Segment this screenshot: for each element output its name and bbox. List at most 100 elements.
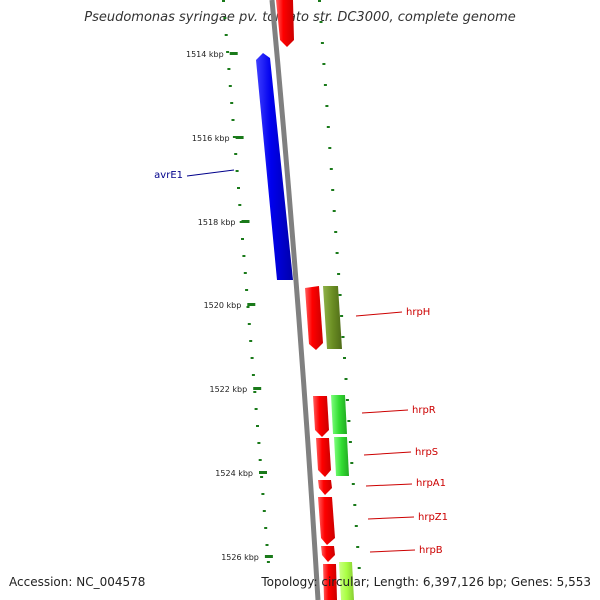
gene-arrow-hrpZ1[interactable] xyxy=(318,497,335,545)
inner-track-dot xyxy=(253,391,257,393)
inner-track-dot xyxy=(249,340,253,342)
gene-label-hrpZ1[interactable]: hrpZ1 xyxy=(418,512,448,523)
inner-track-dot xyxy=(224,34,228,36)
outer-track-dot xyxy=(318,0,321,2)
inner-track-dot xyxy=(260,476,264,478)
gene-arrow-avrE1[interactable] xyxy=(256,53,293,280)
inner-track-dot xyxy=(223,17,227,19)
leader-line-hrpB xyxy=(369,549,416,553)
kbp-tick-label: 1520 kbp xyxy=(204,301,242,310)
accession-text: Accession: NC_004578 xyxy=(9,575,146,589)
inner-track-dot xyxy=(222,0,225,2)
outer-track-dot xyxy=(337,273,341,275)
inner-track-dot xyxy=(237,187,240,189)
gene-arrow-green-1[interactable] xyxy=(331,395,347,434)
kbp-tick-label: 1522 kbp xyxy=(209,385,247,394)
outer-track-dot xyxy=(354,525,358,527)
gene-arrow-hrpB[interactable] xyxy=(321,546,335,562)
leader-line-hrpH xyxy=(355,311,403,317)
gene-label-hrpH[interactable]: hrpH xyxy=(406,307,430,318)
outer-track-dot xyxy=(350,462,354,464)
outer-track-dot xyxy=(343,357,346,359)
gene-label-hrpB[interactable]: hrpB xyxy=(419,545,443,556)
inner-track-dot xyxy=(239,221,243,223)
inner-track-dot xyxy=(231,119,235,121)
gene-arrow-hrpA1[interactable] xyxy=(318,480,332,495)
inner-track-dot xyxy=(232,136,236,138)
inner-track-dot xyxy=(230,102,234,104)
outer-track-dot xyxy=(325,105,329,107)
outer-track-dot xyxy=(348,441,352,443)
gene-arrow-hrpH[interactable] xyxy=(305,286,323,350)
inner-track-dot xyxy=(250,357,254,359)
gene-label-hrpS[interactable]: hrpS xyxy=(415,447,438,458)
kbp-tick-label: 1524 kbp xyxy=(215,469,253,478)
outer-track-dot xyxy=(351,483,355,485)
outer-track-dot xyxy=(335,252,339,254)
inner-track-dot xyxy=(256,425,259,427)
inner-track-dot xyxy=(265,544,269,546)
inner-track-dot xyxy=(227,68,231,70)
kbp-tick-label: 1526 kbp xyxy=(221,553,259,562)
kbp-tick-mark xyxy=(229,52,238,55)
inner-track-dot xyxy=(262,510,266,512)
gene-arrow-hrpS[interactable] xyxy=(316,438,331,477)
inner-track-dot xyxy=(266,561,270,563)
outer-track-dot xyxy=(356,546,360,548)
gene-label-hrpA1[interactable]: hrpA1 xyxy=(416,478,446,489)
leader-line-hrpR xyxy=(361,409,409,414)
outer-track-dot xyxy=(353,504,357,506)
outer-tick-track xyxy=(318,0,361,569)
gene-label-hrpR[interactable]: hrpR xyxy=(412,405,436,416)
outer-track-dot xyxy=(328,147,332,149)
outer-track-dot xyxy=(323,84,327,86)
inner-track-dot xyxy=(258,459,262,461)
gene-arrow-olive[interactable] xyxy=(323,286,342,349)
genome-backbone xyxy=(269,0,321,600)
inner-track-dot xyxy=(228,85,232,87)
inner-track-dot xyxy=(234,153,238,155)
inner-track-dot xyxy=(243,272,247,274)
outer-track-dot xyxy=(322,63,326,65)
map-title: Pseudomonas syringae pv. tomato str. DC3… xyxy=(84,10,516,25)
outer-track-dot xyxy=(332,210,336,212)
leader-line-hrpS xyxy=(363,451,412,456)
leader-line-avrE1 xyxy=(186,169,235,177)
topology-text: Topology: circular; Length: 6,397,126 bp… xyxy=(261,575,591,589)
gene-features xyxy=(256,0,354,600)
gene-label-avrE1[interactable]: avrE1 xyxy=(154,170,183,181)
outer-track-dot xyxy=(357,567,361,569)
outer-track-dot xyxy=(340,315,344,317)
leader-line-hrpZ1 xyxy=(367,516,415,520)
inner-track-dot xyxy=(257,442,261,444)
outer-track-dot xyxy=(341,336,345,338)
kbp-tick-mark xyxy=(264,555,273,558)
outer-track-dot xyxy=(344,378,348,380)
inner-track-dot xyxy=(245,289,249,291)
outer-track-dot xyxy=(319,21,323,23)
kbp-tick-mark xyxy=(241,220,250,223)
outer-track-dot xyxy=(326,126,330,128)
inner-track-dot xyxy=(246,306,250,308)
inner-tick-track xyxy=(222,0,270,563)
inner-track-dot xyxy=(235,170,239,172)
gene-arrow-hrpR[interactable] xyxy=(313,396,329,437)
gene-arrow-lime[interactable] xyxy=(339,562,354,600)
kbp-tick-mark xyxy=(253,387,262,390)
gene-arrow-top[interactable] xyxy=(276,0,294,47)
leader-line-hrpA1 xyxy=(365,483,413,487)
gene-arrow-green-2[interactable] xyxy=(334,437,349,476)
gene-arrow-bottom[interactable] xyxy=(323,564,337,600)
kbp-tick-mark xyxy=(235,136,244,139)
gene-label-layer: avrE1 hrpH hrpR hrpS hrpA1 hrpZ1 hrpB xyxy=(154,169,448,556)
kbp-tick-label: 1518 kbp xyxy=(198,218,236,227)
inner-track-dot xyxy=(261,493,265,495)
kbp-tick-mark xyxy=(259,471,267,474)
inner-track-dot xyxy=(247,323,251,325)
inner-track-dot xyxy=(226,51,230,53)
kbp-tick-label: 1514 kbp xyxy=(186,50,224,59)
inner-track-dot xyxy=(251,374,255,376)
kbp-scale: 1514 kbp 1516 kbp 1518 kbp 1520 kbp 1522 kbp… xyxy=(186,50,273,562)
inner-track-dot xyxy=(264,527,268,529)
